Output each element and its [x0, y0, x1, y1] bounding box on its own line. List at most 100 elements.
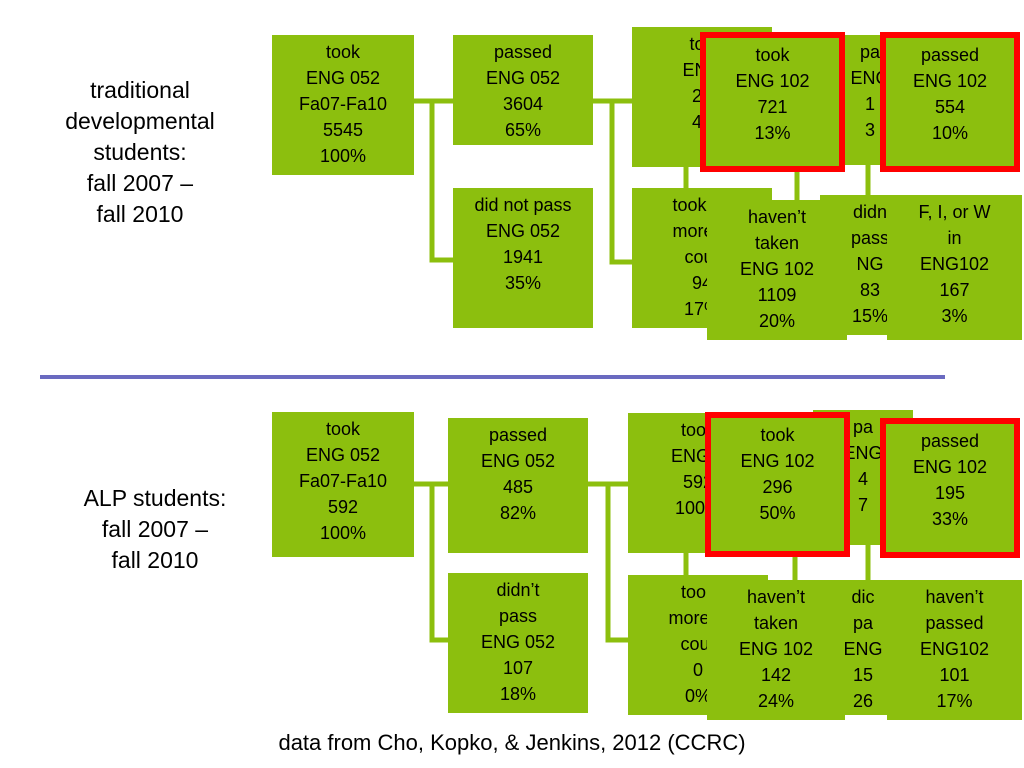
box-line: 296 — [762, 477, 793, 497]
box-line: ENG 102 — [912, 71, 988, 91]
label-line: traditional — [90, 77, 190, 103]
box-line: 3 — [864, 120, 875, 140]
label-line: fall 2007 – — [86, 170, 194, 196]
box-line: 167 — [939, 280, 970, 300]
box-line: did not pass — [474, 195, 572, 215]
box-line: ENG — [843, 443, 883, 463]
box-line: took — [755, 45, 790, 65]
box-line: pa — [852, 613, 874, 633]
box-line: 83 — [859, 280, 881, 300]
box-line: passed — [920, 45, 980, 65]
box-line: 554 — [934, 97, 966, 117]
box-line: 13% — [754, 123, 791, 143]
box-line: passed — [920, 431, 980, 451]
box-line: took — [680, 582, 716, 602]
box-line: taken — [754, 233, 800, 253]
box-line: ENG 052 — [305, 68, 381, 88]
box-line: passed — [488, 425, 548, 445]
box-line: 5545 — [322, 120, 364, 140]
box-line: 485 — [502, 477, 534, 497]
box-line: 1109 — [757, 285, 797, 305]
box-line: in — [947, 228, 962, 248]
box-line: F, I, or W — [918, 202, 991, 222]
box: took ENG 052 Fa07-Fa10 5545 100% — [272, 35, 414, 175]
box-line: 15% — [851, 306, 889, 326]
box: took ENG 052 Fa07-Fa10 592 100% — [272, 412, 414, 557]
box-line: pa — [859, 42, 881, 62]
box-line: 26 — [852, 691, 874, 711]
box-line: cour — [680, 634, 716, 654]
box-line: Fa07-Fa10 — [298, 471, 388, 491]
box-line: 195 — [934, 483, 966, 503]
box-line: pass — [498, 606, 538, 626]
box-line: ENG 102 — [739, 259, 815, 279]
box-line: 82% — [499, 503, 537, 523]
box-line: 721 — [757, 97, 788, 117]
box-line: passed — [493, 42, 553, 62]
box-line: ENG102 — [919, 254, 990, 274]
box-line: didn — [852, 202, 888, 222]
label-line: fall 2007 – — [101, 516, 209, 542]
box: took ENG 102 721 13% — [700, 32, 845, 172]
box-line: Fa07-Fa10 — [298, 94, 388, 114]
box-line: 101 — [939, 665, 970, 685]
box-line: 4 — [857, 469, 868, 489]
box-line: 7 — [857, 495, 868, 515]
box-line: 50% — [759, 503, 796, 523]
footer: data from Cho, Kopko, & Jenkins, 2012 (C… — [278, 730, 746, 755]
box-line: ENG 102 — [738, 639, 814, 659]
box-line: ENG 052 — [305, 445, 381, 465]
box-line: ENG 102 — [735, 71, 810, 91]
box: didn’t pass ENG 052 107 18% — [448, 573, 588, 713]
box-line: 100% — [319, 523, 367, 543]
box-line: 17% — [936, 691, 973, 711]
box-line: 24% — [757, 691, 795, 711]
box-line: haven’t — [746, 587, 806, 607]
box-line: took — [325, 42, 361, 62]
box-line: 0 — [692, 660, 703, 680]
box-line: 1 — [864, 94, 875, 114]
box-line: ENG 052 — [485, 68, 561, 88]
box-line: 65% — [504, 120, 542, 140]
box-line: ENG — [843, 639, 883, 659]
box-line: 1941 — [502, 247, 544, 267]
box-line: took — [325, 419, 361, 439]
box: passed ENG 102 554 10% — [880, 32, 1020, 172]
box-line: 107 — [502, 658, 534, 678]
box-line: 100% — [319, 146, 367, 166]
box-line: didn’t — [496, 580, 540, 600]
box: did not pass ENG 052 1941 35% — [453, 188, 593, 328]
box-line: 15 — [852, 665, 874, 685]
label-line: students: — [93, 139, 187, 165]
box-line: ENG 102 — [912, 457, 988, 477]
box-line: haven’t — [747, 207, 807, 227]
section-label: ALP students: fall 2007 – fall 2010 — [45, 483, 265, 576]
box-line: 3604 — [502, 94, 544, 114]
box: took ENG 102 296 50% — [705, 412, 850, 557]
box-line: haven’t — [925, 587, 984, 607]
box: haven’t taken ENG 102 142 24% — [707, 580, 845, 720]
box-line: 35% — [504, 273, 542, 293]
label-line: developmental — [65, 108, 215, 134]
box: haven’t passed ENG102 101 17% — [887, 580, 1022, 720]
box-line: taken — [753, 613, 799, 633]
label-line: ALP students: — [83, 485, 227, 511]
box-line: ENG 102 — [740, 451, 815, 471]
box-line: ENG — [850, 68, 890, 88]
box: passed ENG 052 485 82% — [448, 418, 588, 553]
box: haven’t taken ENG 102 1109 20% — [707, 200, 847, 340]
box-line: 20% — [758, 311, 796, 331]
box-line: 0% — [684, 686, 711, 706]
box-line: ENG 052 — [485, 221, 561, 241]
box-line: ENG 052 — [480, 632, 556, 652]
label-line: fall 2010 — [111, 547, 199, 573]
box-line: took — [760, 425, 795, 445]
connector-lines — [414, 98, 871, 643]
box-line: 33% — [931, 509, 969, 529]
box-line: ENG 052 — [480, 451, 556, 471]
box: passed ENG 052 3604 65% — [453, 35, 593, 145]
box-line: 18% — [499, 684, 537, 704]
box-line: pass — [850, 228, 890, 248]
box-line: 3% — [941, 306, 968, 326]
